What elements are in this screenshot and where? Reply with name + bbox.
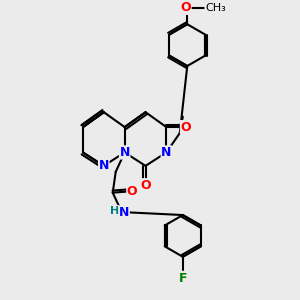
Text: H: H: [110, 206, 119, 216]
Text: N: N: [161, 146, 172, 159]
Text: F: F: [178, 272, 187, 285]
Text: O: O: [181, 121, 191, 134]
Text: O: O: [140, 179, 151, 192]
Text: O: O: [181, 1, 191, 14]
Text: CH₃: CH₃: [205, 3, 226, 13]
Text: N: N: [119, 146, 130, 159]
Text: N: N: [119, 206, 129, 219]
Text: N: N: [99, 159, 109, 172]
Text: O: O: [127, 185, 137, 198]
